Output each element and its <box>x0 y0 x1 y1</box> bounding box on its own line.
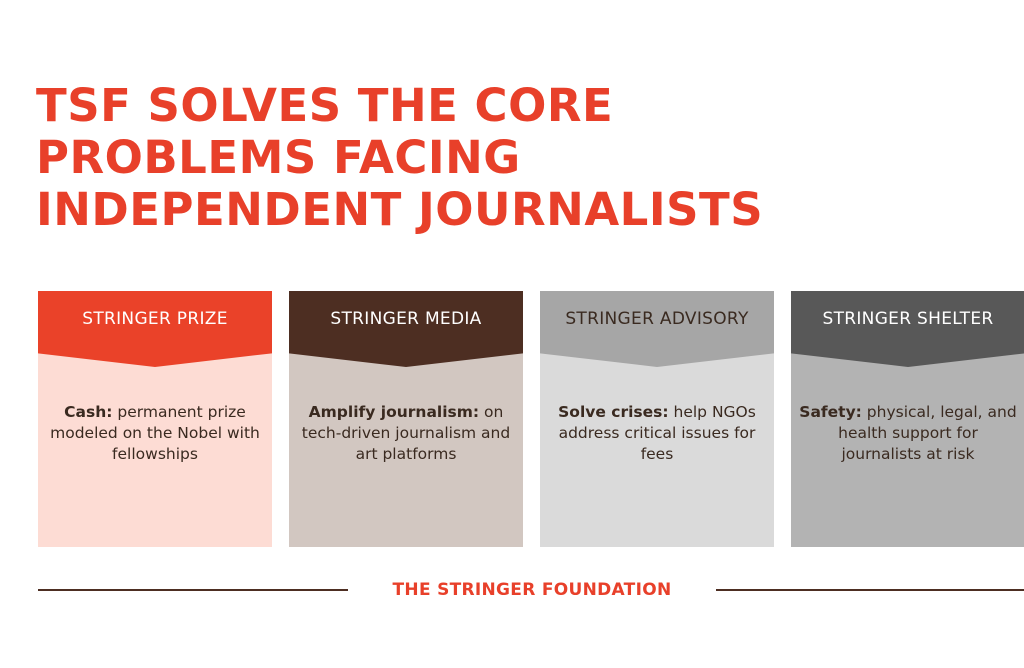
card-lead: Cash: <box>64 403 113 421</box>
headline: TSF SOLVES THE CORE PROBLEMS FACING INDE… <box>36 80 1016 236</box>
card-text: on tech-driven journalism and art platfo… <box>301 403 511 463</box>
card-header: STRINGER SHELTER <box>791 291 1024 367</box>
card-title: STRINGER PRIZE <box>82 309 228 329</box>
headline-line-3: INDEPENDENT JOURNALISTS <box>36 183 764 236</box>
card-lead: Solve crises: <box>558 403 669 421</box>
card-lead: Safety: <box>799 403 862 421</box>
card-text: help NGOs address critical issues for fe… <box>558 403 756 463</box>
card-description: Amplify journalism: on tech-driven journ… <box>297 402 515 465</box>
card-title: STRINGER MEDIA <box>330 309 482 329</box>
card-description: Solve crises: help NGOs address critical… <box>548 402 766 465</box>
card-stringer-prize: STRINGER PRIZE Cash: permanent prize mod… <box>38 291 272 547</box>
card-body <box>791 347 1024 547</box>
headline-line-1: TSF SOLVES THE CORE <box>36 79 614 132</box>
card-text: physical, legal, and health support for … <box>838 403 1017 463</box>
footer-label: THE STRINGER FOUNDATION <box>392 580 672 600</box>
card-body <box>289 347 523 547</box>
headline-line-2: PROBLEMS FACING <box>36 131 521 184</box>
card-title: STRINGER SHELTER <box>822 309 994 329</box>
program-cards: STRINGER PRIZE Cash: permanent prize mod… <box>38 291 1024 547</box>
card-description: Cash: permanent prize modeled on the Nob… <box>46 402 264 465</box>
card-text: permanent prize modeled on the Nobel wit… <box>50 403 260 463</box>
card-stringer-shelter: STRINGER SHELTER Safety: physical, legal… <box>791 291 1024 547</box>
card-body <box>38 347 272 547</box>
footer-divider-right <box>716 589 1024 591</box>
card-stringer-media: STRINGER MEDIA Amplify journalism: on te… <box>289 291 523 547</box>
card-stringer-advisory: STRINGER ADVISORY Solve crises: help NGO… <box>540 291 774 547</box>
footer-divider-left <box>38 589 348 591</box>
card-header: STRINGER MEDIA <box>289 291 523 367</box>
card-body <box>540 347 774 547</box>
card-title: STRINGER ADVISORY <box>565 309 749 329</box>
card-lead: Amplify journalism: <box>308 403 480 421</box>
card-header: STRINGER ADVISORY <box>540 291 774 367</box>
card-description: Safety: physical, legal, and health supp… <box>799 402 1017 465</box>
card-header: STRINGER PRIZE <box>38 291 272 367</box>
